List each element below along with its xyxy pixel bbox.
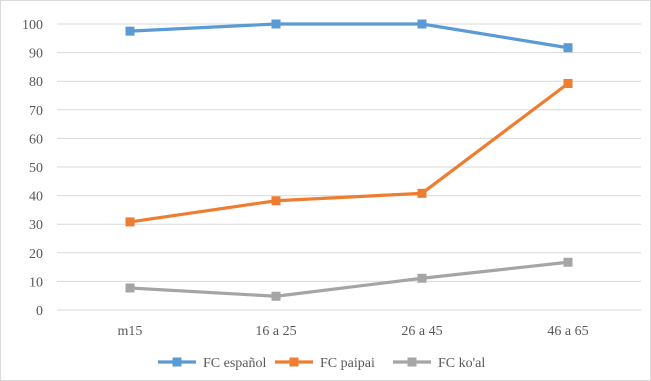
series-line-1 (128, 81, 570, 224)
series-line-0 (128, 22, 570, 50)
legend-label-1: FC paipai (320, 356, 375, 371)
x-axis: m15 16 a 25 26 a 45 46 a 65 (57, 309, 641, 339)
y-tick-label-90: 90 (29, 47, 43, 62)
data-point-2-0 (125, 283, 135, 293)
legend-item-2: FC ko'al (393, 356, 485, 371)
x-tick-label-2: 26 a 45 (401, 324, 442, 339)
series-line-2 (128, 260, 570, 298)
y-tick-label-80: 80 (29, 75, 43, 90)
legend-item-0: FC español (158, 356, 267, 371)
y-tick-label-10: 10 (29, 275, 43, 290)
y-tick-label-70: 70 (29, 104, 43, 119)
data-point-1-0 (125, 217, 135, 227)
y-tick-label-0: 0 (36, 304, 43, 319)
data-point-0-0 (125, 26, 135, 36)
legend: FC español FC paipai FC ko'al (158, 356, 485, 371)
data-point-1-1 (271, 196, 281, 206)
y-tick-label-30: 30 (29, 218, 43, 233)
x-tick-label-1: 16 a 25 (255, 324, 296, 339)
x-tick-label-3: 46 a 65 (547, 324, 588, 339)
y-tick-label-50: 50 (29, 161, 43, 176)
data-point-0-3 (563, 43, 573, 53)
y-tick-label-100: 100 (22, 18, 43, 33)
series-lines (125, 19, 573, 301)
y-axis-tick-labels: 0 10 20 30 40 50 60 70 80 90 100 (22, 18, 43, 319)
y-tick-label-20: 20 (29, 247, 43, 262)
data-point-2-2 (417, 273, 427, 283)
y-tick-label-60: 60 (29, 132, 43, 147)
legend-item-1: FC paipai (275, 356, 375, 371)
data-point-0-2 (417, 19, 427, 29)
legend-swatch-marker-0 (172, 357, 182, 367)
data-point-1-2 (417, 188, 427, 198)
legend-label-0: FC español (203, 356, 267, 371)
series-2 (125, 257, 573, 301)
x-tick-label-0: m15 (118, 324, 143, 339)
data-point-1-3 (563, 78, 573, 88)
legend-swatch-marker-2 (407, 357, 417, 367)
data-point-2-1 (271, 291, 281, 301)
legend-swatch-marker-1 (289, 357, 299, 367)
legend-label-2: FC ko'al (438, 356, 485, 371)
series-1 (125, 78, 573, 227)
series-0 (125, 19, 573, 53)
gridlines (57, 23, 641, 282)
y-tick-label-40: 40 (29, 190, 43, 205)
data-point-2-3 (563, 257, 573, 267)
data-point-0-1 (271, 19, 281, 29)
